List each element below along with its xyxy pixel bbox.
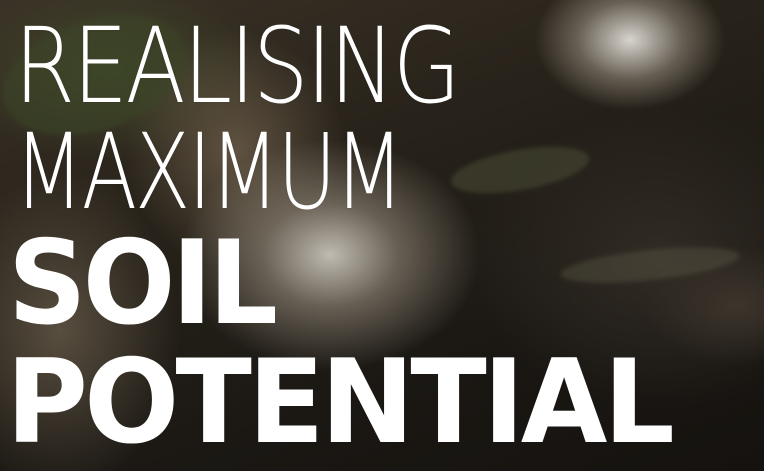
headline-line-2: MAXIMUM	[14, 111, 404, 233]
headline-line-1: REALISING	[14, 5, 461, 127]
foliage-background	[447, 138, 593, 202]
foliage-background	[558, 240, 742, 290]
headline-line-3: SOIL	[8, 216, 278, 351]
headline-line-4: POTENTIAL	[6, 335, 675, 470]
